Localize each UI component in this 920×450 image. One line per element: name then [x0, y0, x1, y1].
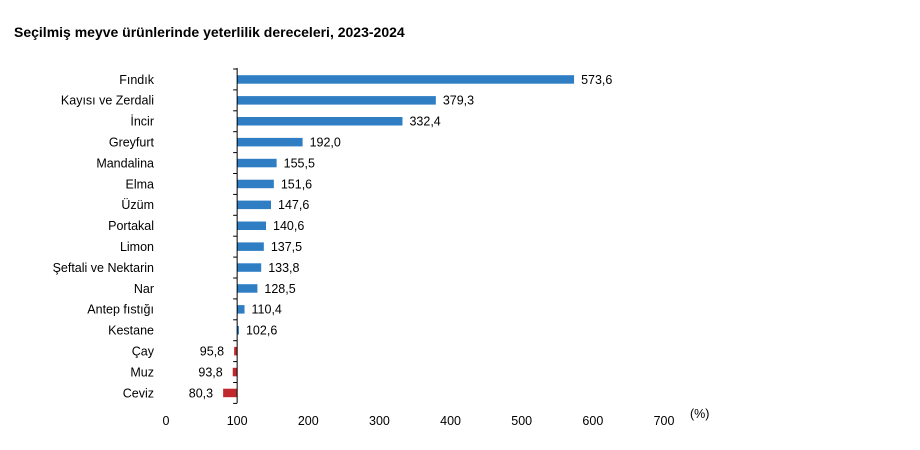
value-label-2: 332,4: [409, 115, 440, 129]
x-tick-label-3: 300: [369, 414, 390, 428]
x-tick-label-7: 700: [654, 414, 675, 428]
value-label-9: 133,8: [268, 261, 299, 275]
value-label-4: 155,5: [284, 156, 315, 170]
value-label-13: 95,8: [200, 344, 224, 358]
x-tick-label-4: 400: [440, 414, 461, 428]
bar-3: [237, 137, 303, 147]
category-label-3: Greyfurt: [109, 135, 155, 149]
category-label-6: Üzüm: [121, 198, 154, 212]
chart-title: Seçilmiş meyve ürünlerinde yeterlilik de…: [14, 24, 405, 40]
category-label-10: Nar: [134, 282, 154, 296]
bar-15: [223, 388, 238, 398]
value-label-8: 137,5: [271, 240, 302, 254]
value-label-12: 102,6: [246, 324, 277, 338]
value-label-7: 140,6: [273, 219, 304, 233]
value-label-11: 110,4: [252, 303, 282, 317]
x-tick-label-1: 100: [227, 414, 248, 428]
bar-6: [237, 200, 271, 210]
category-label-7: Portakal: [108, 219, 154, 233]
bar-7: [237, 221, 267, 230]
category-label-14: Muz: [130, 365, 154, 379]
bar-12: [237, 326, 239, 335]
bar-1: [237, 96, 436, 105]
bar-14: [232, 367, 238, 377]
value-label-3: 192,0: [310, 135, 341, 149]
bar-11: [237, 305, 245, 314]
bar-0: [237, 75, 575, 84]
bar-5: [237, 179, 274, 189]
category-label-2: İncir: [130, 115, 154, 129]
x-axis-unit-label: (%): [690, 407, 709, 421]
category-label-1: Kayısı ve Zerdali: [61, 94, 154, 108]
category-label-4: Mandalina: [96, 156, 154, 170]
value-label-14: 93,8: [198, 365, 222, 379]
x-tick-label-2: 200: [298, 414, 319, 428]
value-label-0: 573,6: [581, 73, 612, 87]
x-tick-label-0: 0: [163, 414, 170, 428]
category-label-12: Kestane: [108, 324, 154, 338]
category-label-0: Fındık: [119, 73, 154, 87]
bar-8: [237, 242, 264, 251]
category-label-9: Şeftali ve Nektarin: [53, 261, 154, 275]
bars-group: [223, 75, 575, 398]
value-label-15: 80,3: [189, 386, 213, 400]
value-label-5: 151,6: [281, 177, 312, 191]
bar-4: [237, 158, 277, 168]
category-label-13: Çay: [132, 344, 155, 358]
category-labels: Fındık Kayısı ve Zerdali İncir Greyfurt Mand…: [53, 73, 155, 401]
value-label-10: 128,5: [264, 282, 295, 296]
axis-group: [233, 68, 238, 404]
category-label-8: Limon: [120, 240, 154, 254]
tick-labels: 0 100 200 300 400 500 600 700: [163, 414, 675, 428]
category-label-11: Antep fıstığı: [87, 303, 154, 317]
category-label-5: Elma: [126, 177, 155, 191]
bar-9: [237, 263, 262, 272]
x-tick-label-6: 600: [582, 414, 603, 428]
bar-13: [234, 346, 238, 356]
bar-10: [237, 284, 258, 293]
bar-2: [237, 117, 403, 126]
value-label-6: 147,6: [278, 198, 309, 212]
x-tick-label-5: 500: [511, 414, 532, 428]
value-label-1: 379,3: [443, 94, 474, 108]
category-label-15: Ceviz: [123, 386, 154, 400]
